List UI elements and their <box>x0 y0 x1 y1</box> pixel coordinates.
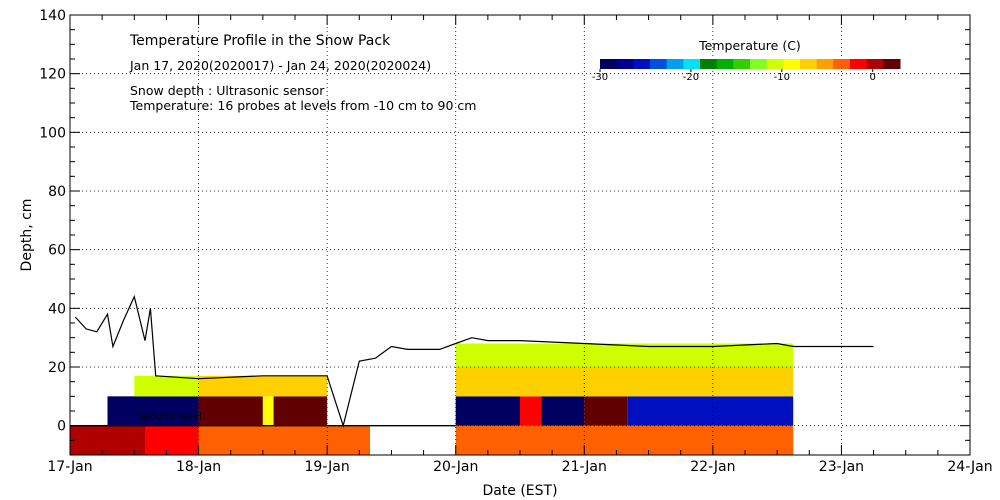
colorbar-swatch <box>650 59 668 69</box>
colorbar-swatch <box>716 59 734 69</box>
x-tick-label: 21-Jan <box>562 459 607 475</box>
colorbar-swatch <box>883 59 901 69</box>
temperature-band-8 <box>198 375 328 397</box>
axis-ticks <box>69 14 971 456</box>
colorbar-tick-label: -20 <box>683 72 699 83</box>
colorbar-swatch <box>816 59 834 69</box>
y-tick-label: 140 <box>39 8 66 24</box>
colorbar-swatches <box>600 59 901 69</box>
temperature-band-4 <box>198 396 263 426</box>
colorbar-swatch <box>700 59 718 69</box>
colorbar-swatch <box>750 59 768 69</box>
temperature-band-5 <box>262 396 274 426</box>
colorbar-ticks: -30 -20 -10 0 <box>592 69 876 83</box>
colorbar-swatch <box>766 59 784 69</box>
y-tick-label: 0 <box>57 419 66 435</box>
x-tick-labels: 17-Jan 18-Jan 19-Jan 20-Jan 21-Jan 22-Jan 23-J… <box>47 459 992 475</box>
temperature-band-14 <box>627 396 794 426</box>
temperature-band-16 <box>455 343 794 367</box>
colorbar-tick-label: 0 <box>870 72 876 83</box>
temperature-band-0 <box>70 425 145 455</box>
temperature-band-6 <box>273 396 328 426</box>
x-tick-label: 24-Jan <box>947 459 992 475</box>
colorbar-swatch <box>783 59 801 69</box>
temperature-band-2 <box>198 425 370 455</box>
ground-level-label: Ground level <box>138 412 202 423</box>
x-tick-label: 18-Jan <box>176 459 221 475</box>
x-tick-label: 20-Jan <box>433 459 478 475</box>
y-tick-label: 120 <box>39 67 66 83</box>
y-tick-label: 60 <box>48 243 66 259</box>
probe-note: Temperature: 16 probes at levels from -1… <box>129 98 476 113</box>
colorbar-swatch <box>866 59 884 69</box>
colorbar-swatch <box>850 59 868 69</box>
temperature-band-13 <box>584 396 628 426</box>
x-tick-label: 17-Jan <box>47 459 92 475</box>
colorbar-swatch <box>800 59 818 69</box>
sensor-note: Snow depth : Ultrasonic sensor <box>130 83 325 98</box>
temperature-band-11 <box>520 396 542 426</box>
colorbar-title: Temperature (C) <box>698 38 801 53</box>
y-tick-label: 20 <box>48 360 66 376</box>
y-tick-label: 40 <box>48 301 66 317</box>
temperature-band-12 <box>541 396 585 426</box>
colorbar-swatch <box>600 59 618 69</box>
colorbar-swatch <box>666 59 684 69</box>
x-tick-label: 22-Jan <box>690 459 735 475</box>
x-axis-title: Date (EST) <box>482 483 557 499</box>
colorbar-swatch <box>833 59 851 69</box>
chart-subtitle: Jan 17, 2020(2020017) - Jan 24, 2020(202… <box>129 58 431 73</box>
temperature-band-9 <box>455 425 794 455</box>
temperature-band-7 <box>134 375 199 397</box>
x-tick-label: 19-Jan <box>305 459 350 475</box>
y-tick-label: 100 <box>39 125 66 141</box>
colorbar-swatch <box>733 59 751 69</box>
temperature-band-15 <box>455 367 794 397</box>
x-tick-label: 23-Jan <box>819 459 864 475</box>
y-tick-labels: 0 20 40 60 80 100 120 140 <box>39 8 66 435</box>
temperature-colorbar: Temperature (C) -30 -20 -10 0 <box>592 38 901 83</box>
colorbar-swatch <box>633 59 651 69</box>
y-axis-title: Depth, cm <box>19 199 35 272</box>
temperature-bands <box>70 343 794 455</box>
colorbar-swatch <box>683 59 701 69</box>
temperature-band-1 <box>145 425 199 455</box>
chart-title: Temperature Profile in the Snow Pack <box>129 33 391 49</box>
temperature-band-3 <box>107 396 199 426</box>
colorbar-tick-label: -30 <box>592 72 608 83</box>
grid-lines <box>70 15 970 455</box>
colorbar-tick-label: -10 <box>774 72 790 83</box>
y-tick-label: 80 <box>48 184 66 200</box>
temperature-band-10 <box>455 396 520 426</box>
snow-depth-line <box>74 294 874 428</box>
colorbar-swatch <box>616 59 634 69</box>
